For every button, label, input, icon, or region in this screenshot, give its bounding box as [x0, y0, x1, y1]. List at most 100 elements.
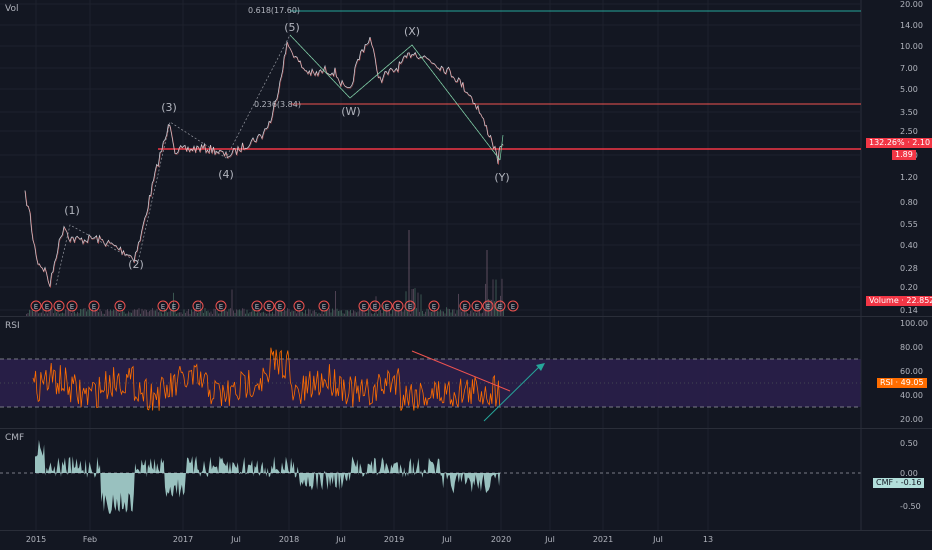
price-pane-label: Vol	[5, 4, 19, 14]
volume-bar	[98, 312, 99, 316]
volume-bar	[281, 311, 282, 316]
volume-bar	[66, 309, 68, 316]
volume-bar	[93, 311, 95, 316]
price-chart[interactable]: 20.0014.0010.007.005.003.502.501.801.200…	[0, 0, 932, 316]
price-pane[interactable]: 20.0014.0010.007.005.003.502.501.801.200…	[0, 0, 932, 316]
volume-bar	[158, 312, 159, 316]
volume-bar	[213, 308, 215, 316]
volume-bar	[270, 313, 272, 316]
volume-bar	[140, 313, 141, 316]
volume-bar	[327, 310, 329, 316]
volume-bar	[174, 310, 176, 316]
volume-bar	[491, 299, 492, 316]
time-axis-label: 2021	[592, 535, 614, 544]
earnings-marker-label: E	[475, 303, 479, 311]
volume-bar	[194, 310, 195, 316]
pane-separator[interactable]	[0, 316, 932, 317]
volume-bar	[227, 311, 228, 316]
volume-bar	[309, 309, 311, 316]
volume-bar	[38, 313, 39, 316]
price-low-value: 1.89	[895, 150, 913, 159]
volume-bar	[401, 308, 402, 316]
volume-bar	[368, 308, 369, 316]
volume-bar	[402, 311, 404, 316]
volume-bar	[425, 311, 426, 316]
volume-bar	[215, 309, 216, 316]
volume-bar	[435, 311, 437, 316]
volume-bar	[399, 309, 401, 316]
rsi-chart[interactable]: 100.00 80.00 60.00 40.00 20.00	[0, 317, 932, 428]
volume-bar	[113, 309, 114, 316]
volume-bar	[81, 309, 83, 316]
price-change-tag: 132.26% · 2.10	[866, 138, 932, 148]
cmf-pane[interactable]: 0.50 0.00 -0.50 CMF CMF · -0.16	[0, 429, 932, 530]
volume-bar	[299, 310, 300, 316]
volume-bar	[32, 310, 33, 316]
volume-bar	[480, 313, 482, 316]
volume-bar	[63, 313, 65, 316]
volume-bar	[258, 308, 260, 316]
correction-end-line	[499, 134, 504, 161]
volume-bar	[234, 312, 236, 316]
volume-bar	[198, 311, 200, 316]
volume-bar	[233, 310, 234, 316]
pane-separator[interactable]	[0, 428, 932, 429]
rsi-pane[interactable]: 100.00 80.00 60.00 40.00 20.00 RSI RSI · 49.…	[0, 317, 932, 428]
price-tick-label: 3.50	[900, 108, 918, 117]
volume-bar	[470, 310, 471, 316]
volume-bar	[479, 308, 480, 316]
price-low-tag: 1.89	[892, 150, 916, 160]
volume-bar	[60, 313, 62, 316]
volume-bar	[212, 313, 213, 316]
volume-bar	[90, 311, 92, 316]
earnings-marker	[30, 300, 42, 312]
volume-bar	[362, 309, 363, 316]
volume-bar	[434, 309, 435, 316]
volume-bar	[35, 310, 36, 316]
wave-label-w5: (5)	[284, 21, 300, 34]
earnings-marker	[392, 300, 404, 312]
volume-bar	[450, 312, 452, 316]
volume-bar	[251, 311, 252, 316]
rsi-resistance-trendline	[411, 350, 511, 392]
earnings-marker	[53, 300, 65, 312]
volume-bar	[378, 308, 380, 316]
earnings-marker-label: E	[498, 303, 502, 311]
volume-bar	[467, 313, 468, 316]
volume-bar	[347, 310, 348, 316]
volume-bar	[329, 308, 330, 316]
price-change-pct: 132.26%	[869, 138, 905, 147]
time-axis[interactable]: 2015 Feb 2017 Jul 2018 Jul 2019 Jul 2020 Jul 2021 J…	[0, 531, 932, 550]
volume-bar	[182, 313, 183, 316]
volume-bar	[183, 309, 185, 316]
volume-bar	[120, 312, 122, 316]
volume-bar	[353, 310, 354, 316]
volume-bar	[266, 313, 267, 316]
earnings-marker-label: E	[297, 303, 301, 311]
price-candle-bodies	[25, 38, 504, 288]
earnings-marker-label: E	[278, 303, 282, 311]
wave-label-wY: (Y)	[494, 171, 509, 184]
earnings-marker-label: E	[408, 303, 412, 311]
pane-separator[interactable]	[0, 530, 932, 531]
volume-bar	[350, 310, 351, 316]
earnings-marker	[404, 300, 416, 312]
fib-upper-label: 0.618(17.60)	[248, 6, 300, 15]
earnings-marker	[114, 300, 126, 312]
volume-bar	[404, 309, 405, 316]
volume-bar	[306, 313, 308, 316]
volume-bar	[369, 308, 371, 316]
volume-bar	[143, 310, 144, 316]
volume-bar	[48, 309, 50, 316]
cmf-chart[interactable]: 0.50 0.00 -0.50	[0, 429, 932, 530]
wave-label-w4: (4)	[218, 168, 234, 181]
volume-bar	[84, 308, 86, 316]
volume-bar	[177, 312, 179, 316]
price-tick-label: 0.20	[900, 283, 918, 292]
volume-bar	[80, 309, 81, 316]
time-axis-label: Jul	[545, 535, 555, 544]
rsi-value-tag: RSI · 49.05	[877, 378, 927, 388]
volume-bar	[282, 311, 284, 316]
volume-bar	[243, 308, 245, 316]
volume-bar	[126, 313, 128, 316]
